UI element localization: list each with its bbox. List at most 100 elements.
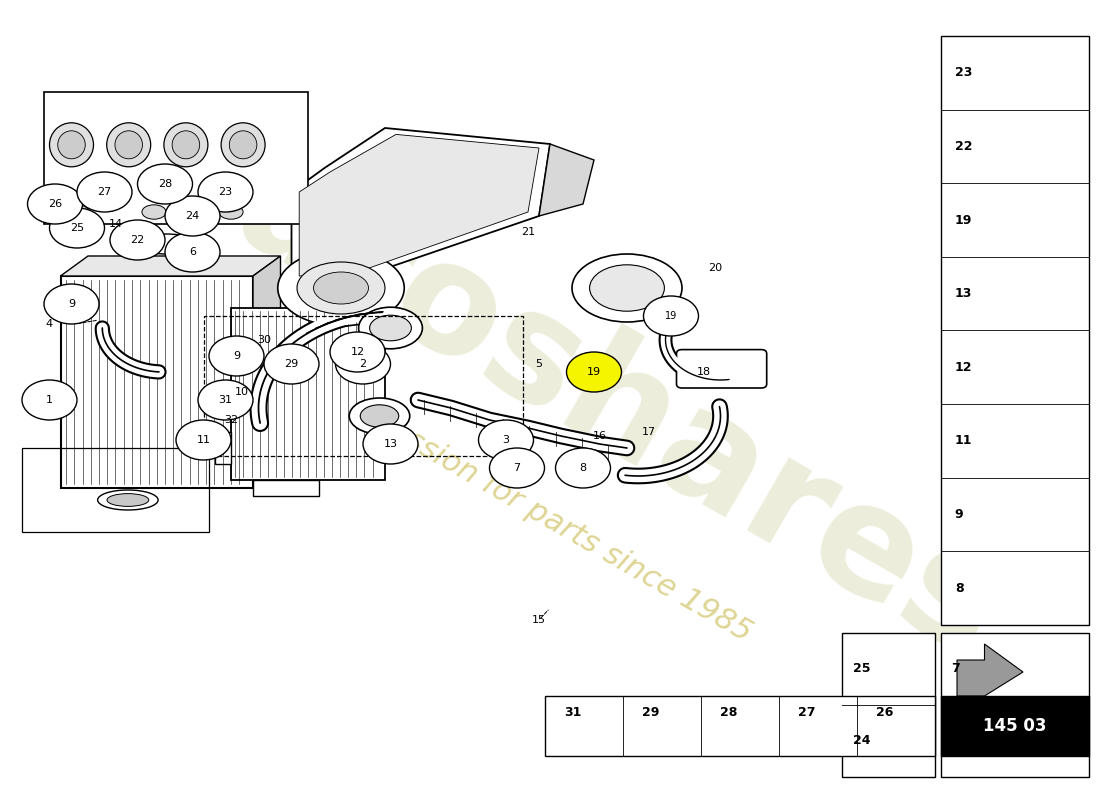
Ellipse shape <box>370 315 411 341</box>
FancyBboxPatch shape <box>60 276 253 488</box>
Circle shape <box>50 208 104 248</box>
Circle shape <box>336 344 390 384</box>
FancyBboxPatch shape <box>940 36 1089 625</box>
Ellipse shape <box>65 205 89 219</box>
Ellipse shape <box>297 262 385 314</box>
Circle shape <box>165 232 220 272</box>
FancyBboxPatch shape <box>676 350 767 388</box>
FancyBboxPatch shape <box>544 696 935 756</box>
Text: 26: 26 <box>48 199 62 209</box>
Text: 19: 19 <box>587 367 601 377</box>
Text: 22: 22 <box>955 140 972 153</box>
Text: 29: 29 <box>642 706 660 719</box>
Ellipse shape <box>50 123 94 167</box>
FancyBboxPatch shape <box>44 92 308 224</box>
Text: 6: 6 <box>952 734 960 747</box>
Ellipse shape <box>572 254 682 322</box>
Ellipse shape <box>229 131 257 159</box>
Circle shape <box>478 420 534 460</box>
Ellipse shape <box>360 405 398 427</box>
Text: 4: 4 <box>46 319 53 329</box>
Circle shape <box>490 448 544 488</box>
Text: 20: 20 <box>708 263 722 273</box>
FancyBboxPatch shape <box>231 308 385 480</box>
Polygon shape <box>253 480 319 496</box>
Text: 27: 27 <box>98 187 111 197</box>
Text: 18: 18 <box>697 367 711 377</box>
Polygon shape <box>957 644 1023 696</box>
Text: 19: 19 <box>664 311 678 321</box>
Ellipse shape <box>277 250 405 326</box>
Text: 16: 16 <box>593 431 606 441</box>
Text: 28: 28 <box>720 706 738 719</box>
Polygon shape <box>292 128 550 280</box>
Ellipse shape <box>136 234 197 254</box>
Text: 6: 6 <box>189 247 196 257</box>
Text: 25: 25 <box>70 223 84 233</box>
Text: 145 03: 145 03 <box>983 717 1046 735</box>
Text: 22: 22 <box>131 235 144 245</box>
Polygon shape <box>214 432 231 464</box>
Text: 29: 29 <box>285 359 298 369</box>
Circle shape <box>644 296 698 336</box>
Text: 9: 9 <box>68 299 75 309</box>
Ellipse shape <box>314 272 369 304</box>
Text: 13: 13 <box>955 287 972 300</box>
Ellipse shape <box>57 131 86 159</box>
Ellipse shape <box>219 205 243 219</box>
Ellipse shape <box>107 494 148 506</box>
FancyBboxPatch shape <box>940 633 1089 777</box>
Circle shape <box>264 344 319 384</box>
Text: 3: 3 <box>503 435 509 445</box>
Polygon shape <box>299 134 539 276</box>
Circle shape <box>138 164 192 204</box>
Ellipse shape <box>98 490 158 510</box>
Text: 31: 31 <box>564 706 582 719</box>
Circle shape <box>28 184 82 224</box>
Text: 8: 8 <box>955 582 964 594</box>
Text: 15: 15 <box>532 615 546 625</box>
Text: 32: 32 <box>224 415 238 425</box>
Circle shape <box>176 420 231 460</box>
Text: 21: 21 <box>521 227 535 237</box>
Text: 30: 30 <box>257 335 271 345</box>
Ellipse shape <box>114 131 142 159</box>
Circle shape <box>198 380 253 420</box>
Text: 11: 11 <box>955 434 972 447</box>
Ellipse shape <box>107 123 151 167</box>
Text: 14: 14 <box>109 219 122 229</box>
Text: 7: 7 <box>952 662 960 675</box>
Text: euroshares: euroshares <box>117 78 1027 690</box>
Text: 24: 24 <box>186 211 199 221</box>
Ellipse shape <box>590 265 664 311</box>
Text: 31: 31 <box>219 395 232 405</box>
Circle shape <box>44 284 99 324</box>
Circle shape <box>566 352 621 392</box>
Ellipse shape <box>164 123 208 167</box>
Ellipse shape <box>349 398 409 434</box>
Circle shape <box>77 172 132 212</box>
Text: 5: 5 <box>536 359 542 369</box>
Text: 25: 25 <box>852 662 870 675</box>
Circle shape <box>110 220 165 260</box>
Circle shape <box>165 196 220 236</box>
Text: 2: 2 <box>360 359 366 369</box>
Circle shape <box>22 380 77 420</box>
Text: 19: 19 <box>955 214 972 226</box>
FancyBboxPatch shape <box>842 633 935 777</box>
Text: 1: 1 <box>46 395 53 405</box>
Text: 23: 23 <box>219 187 232 197</box>
Circle shape <box>556 448 610 488</box>
Text: 8: 8 <box>580 463 586 473</box>
Text: 10: 10 <box>235 387 249 397</box>
Text: 27: 27 <box>799 706 816 719</box>
Text: 7: 7 <box>514 463 520 473</box>
Text: 13: 13 <box>384 439 397 449</box>
Circle shape <box>209 336 264 376</box>
Circle shape <box>330 332 385 372</box>
Circle shape <box>198 172 253 212</box>
Polygon shape <box>539 144 594 216</box>
Text: 26: 26 <box>877 706 894 719</box>
Text: 24: 24 <box>852 734 870 747</box>
Text: a passion for parts since 1985: a passion for parts since 1985 <box>343 392 757 648</box>
